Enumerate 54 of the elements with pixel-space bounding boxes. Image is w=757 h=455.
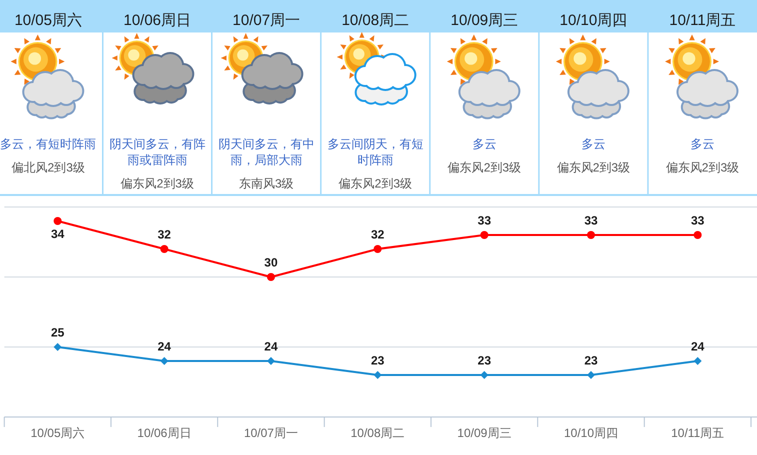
- category-label: 10/05周六: [14, 12, 82, 29]
- text: 多云: [581, 137, 606, 151]
- category-label: 10/10周四: [560, 12, 628, 29]
- text: 多云，有短时阵雨: [0, 137, 96, 151]
- text: 阴天间多云，有中雨，局部大雨: [218, 137, 314, 167]
- data-label: 33: [478, 214, 492, 228]
- data-label: 33: [690, 214, 705, 228]
- point: [480, 231, 488, 239]
- point: [480, 371, 488, 379]
- category-label: 10/09周三: [450, 12, 518, 29]
- point: [266, 273, 275, 281]
- point: [586, 231, 595, 239]
- data-label: 30: [264, 256, 278, 270]
- text: 多云: [690, 137, 714, 151]
- text: 阴天间多云，有阵雨或雷阵雨: [109, 137, 206, 167]
- point: [694, 357, 702, 365]
- data-label: 24: [158, 340, 172, 354]
- text: 偏东风2到3级: [120, 176, 194, 190]
- point: [374, 371, 382, 379]
- category-label: 10/08周二: [342, 12, 410, 29]
- data-label: 33: [584, 214, 598, 228]
- x-tick-label: 10/10周四: [564, 426, 618, 440]
- point: [694, 231, 702, 239]
- point: [160, 357, 168, 365]
- category-label: 10/11周五: [669, 12, 736, 29]
- data-label: 24: [690, 340, 705, 354]
- text: 多云间阴天，有短时阵雨: [327, 137, 424, 167]
- text: 多云: [472, 137, 496, 151]
- x-tick-label: 10/05周六: [30, 426, 85, 440]
- data-label: 34: [50, 227, 65, 241]
- data-label: 32: [370, 228, 385, 242]
- x-tick-label: 10/08周二: [350, 426, 405, 440]
- data-label: 25: [50, 326, 65, 340]
- data-label: 23: [478, 354, 492, 368]
- text: 偏东风2到3级: [338, 176, 412, 190]
- text: 偏北风2到3级: [12, 160, 85, 174]
- text: 东南风3级: [238, 176, 294, 190]
- category-label: 10/07周一: [232, 12, 300, 29]
- text: 偏东风2到3级: [448, 160, 522, 174]
- data-label: 23: [584, 354, 598, 368]
- data-label: 23: [370, 354, 385, 368]
- point: [160, 245, 168, 253]
- point: [54, 343, 62, 351]
- x-tick-label: 10/06周日: [137, 426, 192, 440]
- text: 偏东风2到3级: [556, 160, 630, 174]
- data-label: 32: [158, 228, 172, 242]
- point: [374, 245, 382, 253]
- text: 偏东风2到3级: [666, 160, 740, 174]
- x-tick-label: 10/09周三: [457, 426, 512, 440]
- point: [54, 217, 62, 225]
- x-tick-label: 10/07周一: [244, 426, 298, 440]
- category-label: 10/06周日: [123, 12, 192, 29]
- x-tick-label: 10/11周五: [671, 426, 724, 440]
- data-label: 24: [264, 340, 278, 354]
